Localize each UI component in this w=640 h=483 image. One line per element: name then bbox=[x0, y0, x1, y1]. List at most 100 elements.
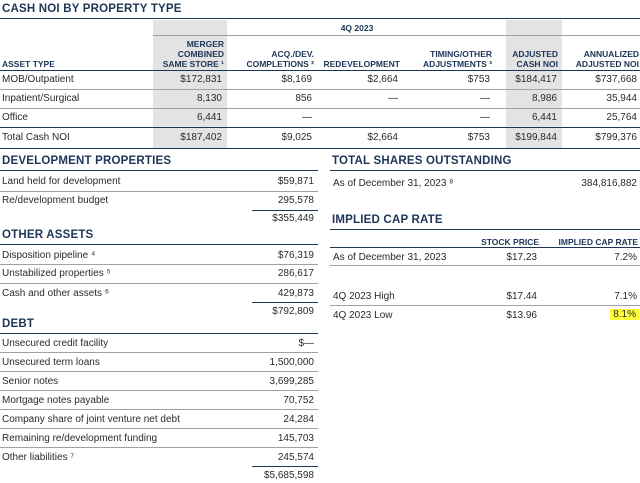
timing-value: $753 bbox=[467, 74, 490, 85]
row-divider bbox=[330, 305, 640, 306]
debt-value: 145,703 bbox=[277, 433, 314, 444]
redev-value: $2,664 bbox=[367, 74, 398, 85]
other-assets-total-rule bbox=[252, 302, 318, 303]
shares-label: As of December 31, 2023 ⁸ bbox=[333, 178, 454, 189]
merger-header-line3: SAME STORE ¹ bbox=[162, 59, 224, 69]
debt-label: Senior notes bbox=[2, 376, 59, 387]
acq-header-line1: ACQ./DEV. bbox=[271, 49, 314, 59]
cap-rate-label: 4Q 2023 High bbox=[333, 291, 395, 302]
row-divider bbox=[330, 265, 640, 266]
timing-value: — bbox=[480, 112, 490, 123]
other-assets-value: 429,873 bbox=[277, 288, 314, 299]
debt-value: 70,752 bbox=[283, 395, 314, 406]
redev-value: — bbox=[388, 93, 398, 104]
row-divider bbox=[0, 352, 318, 353]
debt-value: $— bbox=[298, 338, 314, 349]
acq-header-line2: COMPLETIONS ² bbox=[246, 59, 314, 69]
acq-header: ACQ./DEV. COMPLETIONS ² bbox=[226, 49, 314, 69]
annualized-value: 25,764 bbox=[606, 112, 637, 123]
cap-rate-low-highlight: 8.1% bbox=[610, 309, 639, 320]
development-label: Re/development budget bbox=[2, 195, 109, 206]
row-divider bbox=[0, 191, 318, 192]
other-assets-value: 286,617 bbox=[277, 268, 314, 279]
row-divider bbox=[0, 390, 318, 391]
debt-label: Unsecured credit facility bbox=[2, 338, 109, 349]
total-annualized: $799,376 bbox=[595, 132, 637, 143]
cap-rate-label: As of December 31, 2023 bbox=[333, 252, 447, 263]
total-top-rule bbox=[0, 127, 640, 128]
debt-value: 245,574 bbox=[277, 452, 314, 463]
debt-value: 24,284 bbox=[283, 414, 314, 425]
other-assets-title-rule bbox=[0, 244, 318, 245]
shares-title: TOTAL SHARES OUTSTANDING bbox=[332, 155, 512, 167]
adjusted-column-shade bbox=[506, 20, 562, 148]
annualized-value: $737,668 bbox=[595, 74, 637, 85]
merger-value: 8,130 bbox=[196, 93, 222, 104]
total-merger: $187,402 bbox=[180, 132, 222, 143]
debt-title: DEBT bbox=[2, 318, 35, 330]
row-divider bbox=[0, 108, 640, 109]
merger-header: MERGER COMBINED SAME STORE ¹ bbox=[150, 39, 224, 69]
row-label: Inpatient/Surgical bbox=[2, 93, 80, 104]
cap-rate-highlight-cell: 8.1% bbox=[570, 309, 639, 320]
acq-value: 856 bbox=[295, 93, 312, 104]
total-bottom-rule bbox=[0, 148, 640, 149]
adjusted-value: $184,417 bbox=[515, 74, 557, 85]
row-label: Office bbox=[2, 112, 28, 123]
debt-label: Company share of joint venture net debt bbox=[2, 414, 180, 425]
debt-label: Remaining re/development funding bbox=[2, 433, 158, 444]
debt-value: 3,699,285 bbox=[269, 376, 315, 387]
total-acq: $9,025 bbox=[281, 132, 312, 143]
row-divider bbox=[0, 371, 318, 372]
timing-header: TIMING/OTHER ADJUSTMENTS ³ bbox=[404, 49, 492, 69]
development-value: 295,578 bbox=[277, 195, 314, 206]
row-divider bbox=[0, 264, 318, 265]
acq-value: $8,169 bbox=[281, 74, 312, 85]
row-divider bbox=[0, 428, 318, 429]
other-assets-total: $792,809 bbox=[272, 306, 314, 317]
total-redev: $2,664 bbox=[367, 132, 398, 143]
asset-type-header: ASSET TYPE bbox=[2, 59, 55, 69]
period-header: 4Q 2023 bbox=[340, 23, 374, 33]
shares-title-rule bbox=[330, 170, 640, 171]
noi-title: CASH NOI BY PROPERTY TYPE bbox=[2, 3, 182, 15]
debt-value: 1,500,000 bbox=[269, 357, 315, 368]
total-timing: $753 bbox=[467, 132, 490, 143]
development-value: $59,871 bbox=[277, 176, 314, 187]
timing-value: — bbox=[480, 93, 490, 104]
noi-header-rule bbox=[0, 70, 640, 71]
debt-label: Unsecured term loans bbox=[2, 357, 100, 368]
timing-header-line2: ADJUSTMENTS ³ bbox=[423, 59, 492, 69]
implied-cap-rate-header: IMPLIED CAP RATE bbox=[558, 237, 639, 247]
total-label: Total Cash NOI bbox=[2, 132, 70, 143]
merger-header-line2: COMBINED bbox=[177, 49, 224, 59]
other-assets-value: $76,319 bbox=[277, 250, 314, 261]
merger-header-line1: MERGER bbox=[186, 39, 224, 49]
adjusted-header: ADJUSTED CASH NOI bbox=[500, 49, 558, 69]
adjusted-header-line1: ADJUSTED bbox=[512, 49, 558, 59]
cap-rate-value: 7.1% bbox=[614, 291, 637, 302]
row-divider bbox=[0, 89, 640, 90]
stock-price-value: $13.96 bbox=[506, 310, 537, 321]
debt-total: $5,685,598 bbox=[263, 470, 314, 481]
shares-value: 384,816,882 bbox=[581, 178, 637, 189]
debt-total-rule bbox=[252, 466, 318, 467]
row-divider bbox=[0, 447, 318, 448]
development-total-rule bbox=[252, 210, 318, 211]
adjusted-header-line2: CASH NOI bbox=[516, 59, 558, 69]
redev-header: REDEVELOPMENT bbox=[323, 59, 400, 69]
debt-label: Other liabilities ⁷ bbox=[2, 452, 74, 463]
merger-column-shade bbox=[153, 20, 227, 148]
annualized-header-line1: ANNUALIZED bbox=[583, 49, 639, 59]
development-label: Land held for development bbox=[2, 176, 121, 187]
other-assets-label: Disposition pipeline ⁴ bbox=[2, 250, 96, 261]
adjusted-value: 6,441 bbox=[531, 112, 557, 123]
stock-price-header: STOCK PRICE bbox=[481, 237, 539, 247]
cap-rate-header-rule bbox=[330, 247, 640, 248]
noi-title-rule bbox=[0, 18, 640, 19]
cap-rate-title-rule bbox=[330, 229, 640, 230]
merger-value: $172,831 bbox=[180, 74, 222, 85]
row-divider bbox=[0, 283, 318, 284]
annualized-value: 35,944 bbox=[606, 93, 637, 104]
development-title-rule bbox=[0, 170, 318, 171]
